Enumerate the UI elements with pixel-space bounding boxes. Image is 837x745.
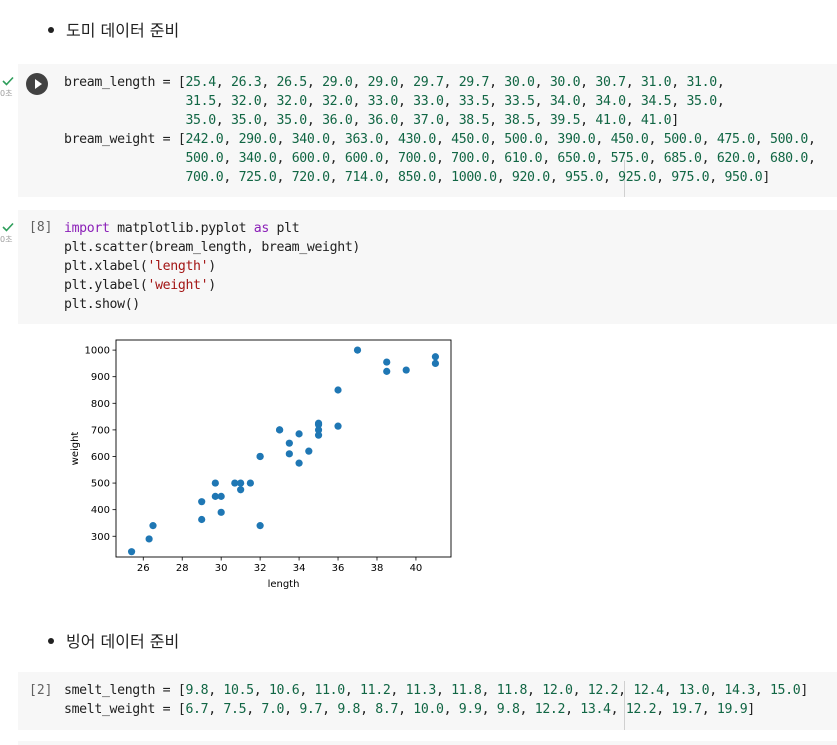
scatter-point [334,422,342,430]
exec-time-label: 0초 [0,235,13,244]
y-tick-label: 900 [91,372,110,383]
x-tick-label: 28 [176,563,189,574]
code-line: import matplotlib.pyplot as plt [64,221,300,236]
scatter-point [334,386,342,394]
scatter-point [198,515,206,524]
scatter-point [256,522,264,530]
scatter-point [314,431,323,439]
code-cell-smelt[interactable] [18,672,837,730]
code-editor-bream[interactable]: bream_length = [25.4, 26.3, 26.5, 29.0, … [64,73,816,187]
execution-count: [2] [29,683,53,698]
scatter-point [295,459,303,467]
code-cell-plot[interactable] [18,210,837,324]
markdown-smelt-text: 빙어 데이터 준비 [66,632,180,651]
x-tick-label: 32 [254,563,267,574]
plot-frame [115,339,452,558]
y-tick-label: 500 [91,479,110,490]
y-axis-label: weight [70,432,81,466]
scatter-point [198,498,206,506]
markdown-bream-heading: 도미 데이터 준비 [48,17,179,41]
scatter-point [314,420,323,429]
code-cell-bream[interactable] [18,64,837,197]
indent-guide [624,681,625,730]
scatter-point [383,367,391,375]
code-line: plt.scatter(bream_length, bream_weight) [64,240,360,255]
scatter-point [246,479,254,487]
scatter-point [145,535,153,543]
code-line: plt.ylabel('weight') [64,278,216,293]
code-line: bream_weight = [242.0, 290.0, 340.0, 363… [64,132,816,147]
code-line: smelt_weight = [6.7, 7.5, 7.0, 9.7, 9.8,… [64,702,755,717]
scatter-point [353,346,362,354]
code-line: plt.xlabel('length') [64,259,216,274]
x-axis-label: length [268,579,300,590]
y-tick-label: 1000 [85,346,110,357]
x-tick-label: 38 [371,563,384,574]
bullet-icon [48,26,54,33]
scatter-point [285,450,293,458]
y-tick-label: 600 [91,452,110,463]
indent-guide [624,160,625,197]
scatter-point [217,508,225,516]
scatter-point [256,452,264,461]
scatter-point [149,522,157,530]
exec-time-label: 0초 [0,89,13,98]
scatter-point [237,479,245,487]
scatter-plot-output: 26 28 30 32 34 36 38 40 300 400 500 600 700 800 900 100… [70,339,452,590]
x-tick-label: 26 [137,563,150,574]
scatter-point [314,426,323,434]
code-line: 500.0, 340.0, 600.0, 600.0, 700.0, 700.0… [185,151,816,166]
scatter-point [431,359,440,368]
code-editor-plot[interactable]: import matplotlib.pyplot as plt plt.scatt… [64,219,360,314]
x-tick-label: 36 [332,563,345,574]
check-icon [2,222,14,232]
code-cell-next[interactable] [18,741,837,745]
scatter-point [295,430,303,438]
bullet-icon [48,637,54,644]
scatter-point [231,479,239,487]
scatter-point [276,426,284,434]
scatter-point [285,439,293,447]
check-icon [2,76,14,86]
scatter-point [402,366,410,374]
y-tick-label: 400 [91,505,110,516]
x-tick-label: 34 [293,563,306,574]
code-line: plt.show() [64,297,140,312]
execution-count: [8] [29,220,53,235]
scatter-point [211,479,219,487]
code-editor-smelt[interactable]: smelt_length = [9.8, 10.5, 10.6, 11.0, 1… [64,681,808,719]
code-line: bream_length = [25.4, 26.3, 26.5, 29.0, … [64,75,725,90]
y-tick-label: 800 [91,399,110,410]
scatter-point [127,548,136,556]
run-cell-button[interactable] [26,73,48,95]
y-tick-label: 700 [91,425,110,436]
scatter-point [431,353,440,361]
y-tick-label: 300 [91,532,110,543]
markdown-bream-text: 도미 데이터 준비 [66,21,180,40]
scatter-point [237,486,245,494]
markdown-smelt-heading: 빙어 데이터 준비 [48,628,179,652]
code-line: 35.0, 35.0, 35.0, 36.0, 36.0, 37.0, 38.5… [185,113,679,128]
scatter-point [211,492,219,500]
scatter-point [217,492,225,500]
code-line: smelt_length = [9.8, 10.5, 10.6, 11.0, 1… [64,683,808,698]
code-line: 700.0, 725.0, 720.0, 714.0, 850.0, 1000.… [185,170,770,185]
x-tick-label: 30 [215,563,228,574]
scatter-point [383,358,391,366]
code-line: 31.5, 32.0, 32.0, 32.0, 33.0, 33.0, 33.5… [185,94,725,109]
scatter-point [305,447,313,455]
x-tick-label: 40 [410,563,423,574]
